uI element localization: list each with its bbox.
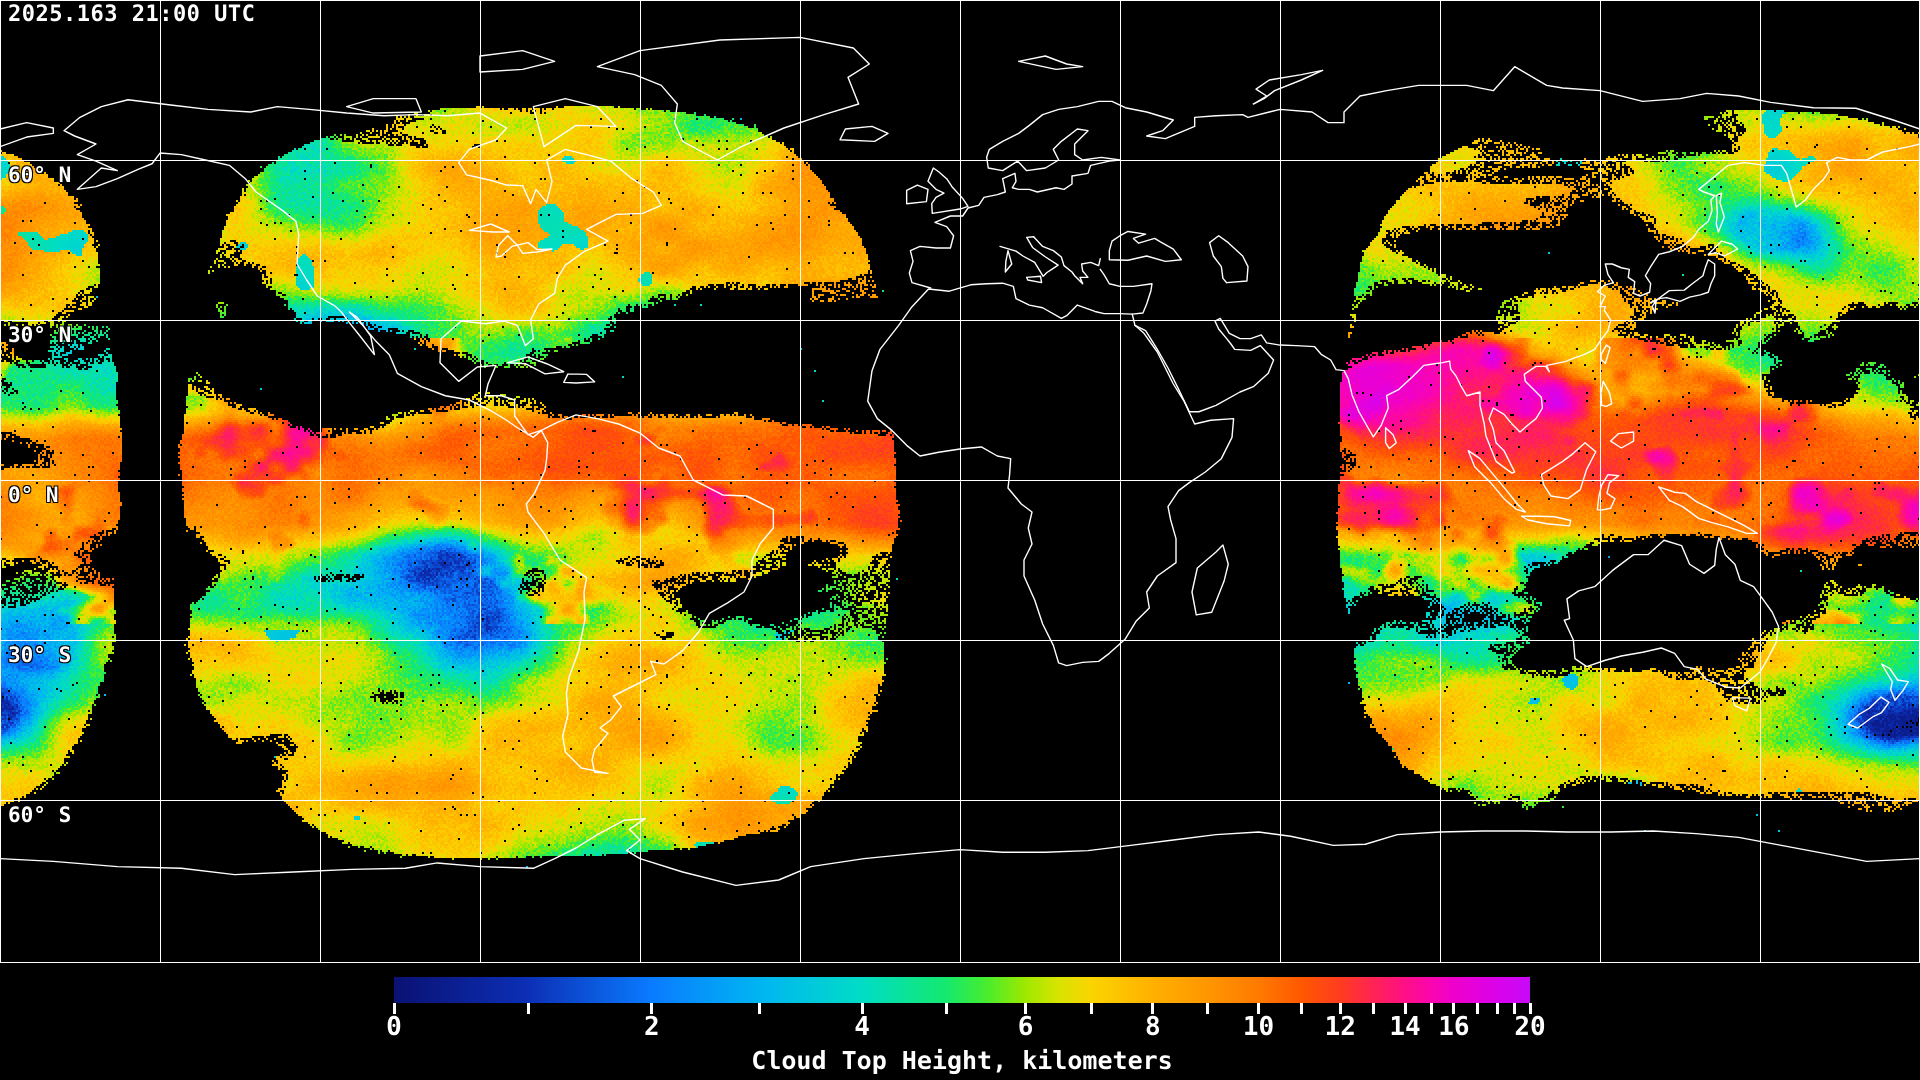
colorbar-tick [526,1003,530,1014]
latitude-label: 0° N [8,483,59,507]
latitude-label: 30° N [8,323,72,347]
colorbar-tick-label: 8 [1145,1012,1161,1042]
colorbar-tick [392,1003,396,1014]
colorbar-tick [1024,1003,1028,1014]
colorbar-tick [1371,1003,1375,1014]
colorbar-tick [860,1003,864,1014]
latitude-label: 60° S [8,803,72,827]
colorbar-tick [1429,1003,1433,1014]
colorbar-tick [650,1003,654,1014]
colorbar-tick [944,1003,948,1014]
colorbar-tick [1300,1003,1304,1014]
cloud-height-map-layer [0,0,1920,964]
colorbar-tick-label: 20 [1514,1012,1546,1042]
colorbar-tick [1452,1003,1456,1014]
colorbar-gradient [394,977,1530,1003]
colorbar-tick [1256,1003,1260,1014]
colorbar-tick [1476,1003,1480,1014]
colorbar-tick-label: 16 [1438,1012,1470,1042]
latitude-label: 60° N [8,163,72,187]
colorbar-tick [1528,1003,1532,1014]
colorbar-tick [758,1003,762,1014]
colorbar-tick-label: 0 [386,1012,402,1042]
colorbar-tick-label: 6 [1017,1012,1034,1042]
colorbar-tick-label: 12 [1324,1012,1356,1042]
colorbar-tick-label: 14 [1389,1012,1421,1042]
colorbar-tick [1205,1003,1209,1014]
colorbar-tick [1512,1003,1516,1014]
colorbar-tick-label: 10 [1242,1012,1275,1042]
colorbar-tick [1403,1003,1407,1014]
colorbar-tick [1090,1003,1093,1014]
colorbar-tick [1151,1003,1155,1014]
colorbar-tick [1338,1003,1342,1014]
timestamp-label: 2025.163 21:00 UTC [8,2,256,27]
colorbar-title: Cloud Top Height, kilometers [751,1046,1173,1075]
colorbar-tick-label: 4 [854,1012,870,1042]
latitude-label: 30° S [8,643,72,667]
colorbar-tick-label: 2 [644,1012,660,1042]
colorbar-tick [1495,1003,1499,1014]
